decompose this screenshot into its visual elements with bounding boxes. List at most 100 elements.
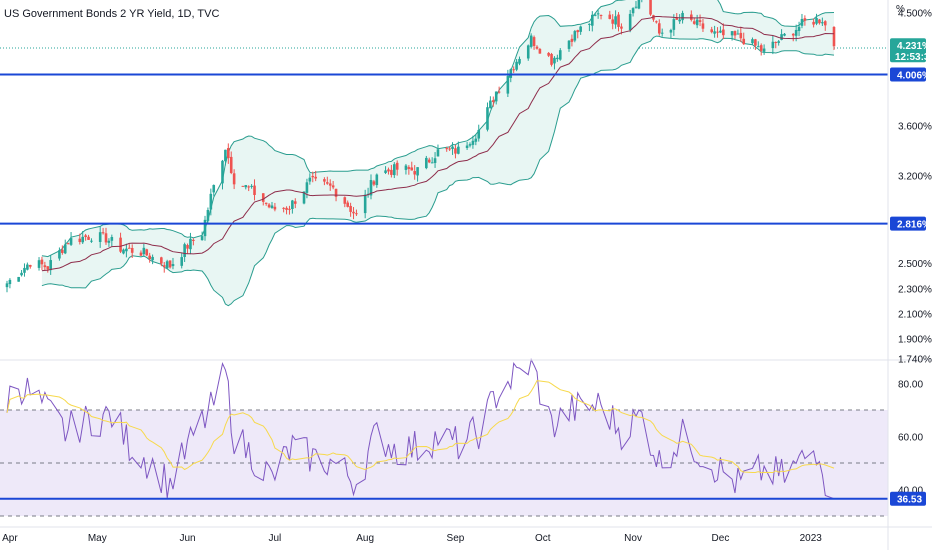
time-tick-label: Aug xyxy=(356,533,374,544)
candle xyxy=(104,227,108,245)
candle xyxy=(570,34,574,47)
candle-body xyxy=(506,76,510,94)
price-tick-label: 2.100% xyxy=(898,309,932,320)
candle-body xyxy=(471,140,475,145)
candle-body xyxy=(363,194,367,214)
time-tick-label: Apr xyxy=(2,533,18,544)
candle-body xyxy=(331,185,335,188)
candle xyxy=(631,7,635,17)
candle-body xyxy=(690,14,693,20)
time-tick-label: Oct xyxy=(535,533,551,544)
candle-body xyxy=(328,183,332,186)
candle xyxy=(81,231,85,245)
candle-body xyxy=(413,171,416,175)
candle-body xyxy=(209,193,213,210)
candle xyxy=(192,238,195,246)
time-tick-label: Sep xyxy=(447,533,465,544)
candle xyxy=(8,278,12,289)
candle xyxy=(436,144,440,157)
candle xyxy=(384,166,387,175)
candle-body xyxy=(20,272,23,276)
candle-body xyxy=(107,240,111,243)
candle xyxy=(451,142,454,155)
candle xyxy=(107,238,111,247)
candle xyxy=(331,180,335,190)
candle xyxy=(692,17,696,25)
candle-body xyxy=(454,148,457,154)
candle xyxy=(101,227,105,235)
candle-body xyxy=(395,162,399,170)
candle-body xyxy=(634,6,638,8)
candle-body xyxy=(139,252,143,256)
candle xyxy=(512,66,515,73)
candle xyxy=(168,260,172,269)
bollinger-upper xyxy=(41,0,835,258)
candle xyxy=(486,102,489,132)
candle-body xyxy=(599,14,603,16)
rsi-tick-label: 60.00 xyxy=(898,433,923,444)
candle xyxy=(657,19,661,36)
candle xyxy=(427,157,431,164)
candle-body xyxy=(291,200,294,209)
candle-body xyxy=(722,29,725,36)
candle-body xyxy=(698,20,702,22)
candle-body xyxy=(751,39,754,44)
candle xyxy=(713,25,716,38)
candle-body xyxy=(17,276,20,282)
candle xyxy=(573,29,577,43)
candle-body xyxy=(355,213,358,215)
candle xyxy=(66,242,70,245)
candle xyxy=(832,26,836,51)
candle-body xyxy=(407,167,411,169)
candle-body xyxy=(282,207,285,209)
candle-body xyxy=(148,255,151,260)
candle-body xyxy=(821,22,824,24)
candle xyxy=(526,44,530,61)
candle xyxy=(771,35,775,55)
candle-body xyxy=(742,38,746,45)
candle-body xyxy=(812,21,815,25)
candle xyxy=(445,146,449,152)
candle-body xyxy=(305,182,309,193)
candle xyxy=(404,163,408,175)
rsi-tick-label: 40.00 xyxy=(898,486,923,497)
candle-body xyxy=(660,32,664,34)
candle xyxy=(649,0,652,16)
candle-body xyxy=(180,257,184,266)
candle-body xyxy=(535,46,539,49)
candle-body xyxy=(346,202,350,207)
candle-body xyxy=(160,257,163,264)
candle xyxy=(209,188,213,216)
candle-body xyxy=(620,26,623,29)
candle-body xyxy=(128,247,131,249)
candle xyxy=(189,232,192,255)
candle-body xyxy=(608,14,612,19)
candle xyxy=(23,263,26,277)
candle xyxy=(454,144,457,159)
candle-body xyxy=(573,31,577,41)
time-tick-label: May xyxy=(88,533,107,544)
candle xyxy=(410,161,414,171)
candle-body xyxy=(122,249,125,254)
candle xyxy=(730,31,734,41)
rsi-line xyxy=(6,358,835,500)
candle-body xyxy=(270,205,274,208)
candle xyxy=(628,9,632,33)
candle xyxy=(759,43,763,56)
rsi-ma-line xyxy=(6,380,835,474)
candle-body xyxy=(719,30,722,33)
candle-body xyxy=(695,19,699,26)
candle-body xyxy=(416,167,419,176)
candle xyxy=(489,96,492,109)
candle-body xyxy=(186,245,189,249)
candle-body xyxy=(87,236,90,240)
candle xyxy=(550,52,553,67)
candle-body xyxy=(818,19,821,24)
candle-body xyxy=(37,260,41,268)
candle-body xyxy=(145,249,149,256)
candle xyxy=(669,28,673,39)
candle xyxy=(797,21,801,37)
candle xyxy=(698,14,702,27)
candle-body xyxy=(448,148,451,150)
